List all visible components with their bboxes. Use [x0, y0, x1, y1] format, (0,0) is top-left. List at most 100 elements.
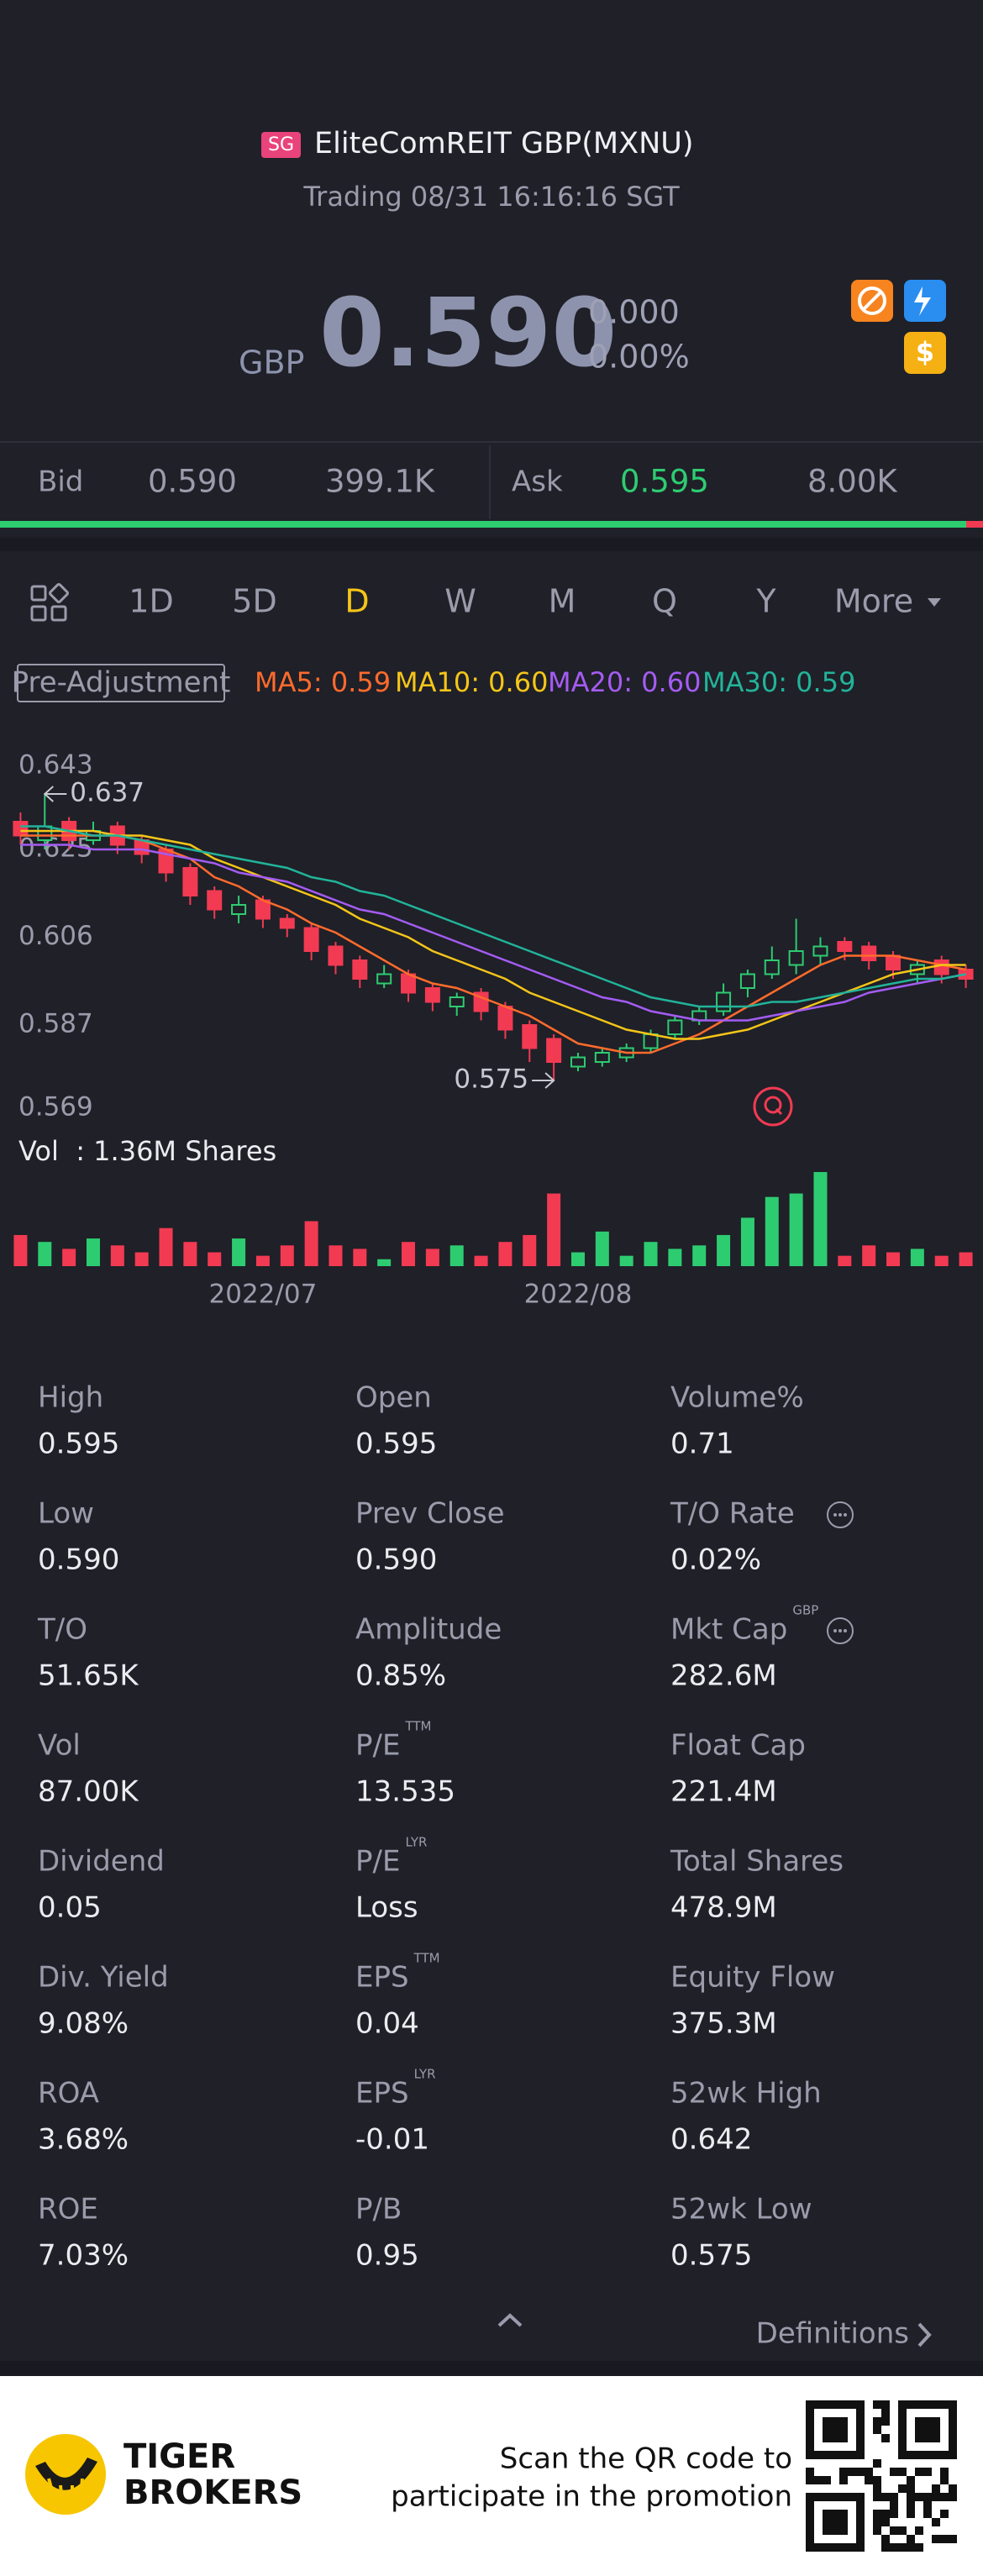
stat-label: T/O: [37, 1613, 87, 1647]
promo-text: Scan the QR code to: [500, 2442, 792, 2476]
stat-value: 0.575: [670, 2239, 752, 2273]
candle-body: [376, 973, 392, 985]
candle-body: [739, 973, 755, 989]
info-icon[interactable]: [827, 1501, 854, 1528]
period-tab[interactable]: 1D: [129, 583, 173, 620]
volume-bar: [329, 1245, 343, 1266]
info-icon[interactable]: [827, 1617, 854, 1644]
y-tick-label: 0.569: [18, 1092, 93, 1122]
stat-value: 478.9M: [670, 1891, 777, 1925]
brand-line: BROKERS: [124, 2473, 302, 2512]
qr-cell: [873, 2484, 881, 2493]
qr-cell: [907, 2543, 915, 2552]
layout-icon[interactable]: [30, 583, 69, 622]
qr-code: [806, 2400, 957, 2552]
icon-glyph: [30, 605, 47, 622]
qr-cell: [881, 2543, 890, 2552]
definitions-link[interactable]: Definitions: [756, 2317, 909, 2351]
stat-label: EPS: [355, 2077, 409, 2111]
bid-label: Bid: [38, 465, 83, 499]
stat-value: 3.68%: [38, 2123, 129, 2157]
qr-cell: [940, 2493, 949, 2501]
volume-bar: [353, 1249, 367, 1266]
market-badge: [261, 132, 301, 158]
period-tab[interactable]: More: [834, 583, 913, 620]
spacer: [0, 538, 983, 551]
dropdown-arrow: [928, 598, 941, 607]
qr-cell: [873, 2526, 881, 2535]
period-tab[interactable]: M: [549, 583, 576, 620]
candle-body: [861, 945, 877, 961]
change: 0.000: [588, 294, 680, 331]
x-tick-label: 2022/07: [209, 1280, 318, 1310]
candle-body: [716, 991, 732, 1012]
y-tick-label: 0.643: [18, 750, 93, 781]
stat-label: ROA: [38, 2077, 99, 2111]
stat-value: 0.595: [355, 1427, 437, 1461]
qr-cell: [856, 2468, 865, 2476]
volume-bar: [692, 1245, 707, 1266]
info-dot: [838, 1629, 842, 1632]
qr-cell: [915, 2543, 923, 2552]
volume-bar: [668, 1249, 682, 1266]
qr-cell: [932, 2535, 940, 2543]
qr-cell: [806, 2468, 814, 2476]
ma-line: [20, 844, 966, 1022]
period-tab[interactable]: Q: [652, 583, 677, 620]
price-chart: MA5: 0.59 MA10: 0.60 MA20: 0.60 MA30: 0.59 0…: [13, 666, 974, 1310]
adjustment-box[interactable]: [17, 664, 225, 702]
qr-cell: [881, 2493, 890, 2501]
candle-body: [473, 991, 489, 1012]
icon[interactable]: [904, 332, 946, 374]
stat-label: Total Shares: [670, 1845, 844, 1879]
volume-bar: [110, 1245, 124, 1266]
ma-legend: MA5: 0.59: [255, 666, 391, 698]
stat-label: EPS: [355, 1961, 409, 1995]
ma-legend: MA10: 0.60: [395, 666, 548, 698]
qr-cell: [890, 2510, 898, 2518]
stat-value: Loss: [355, 1891, 418, 1925]
stat-value: 87.00K: [38, 1775, 139, 1809]
stat-value: 0.85%: [355, 1659, 446, 1693]
volume-bar: [838, 1255, 852, 1266]
qr-cell: [907, 2510, 915, 2518]
period-tab[interactable]: W: [444, 583, 476, 620]
stat-label: High: [38, 1381, 103, 1415]
candle-body: [594, 1052, 610, 1063]
marker-glyph: [775, 1107, 783, 1116]
bid-ratio-bar: [0, 521, 966, 528]
marker-ring: [753, 1086, 793, 1127]
annotation-label: 0.575: [454, 1065, 528, 1095]
icon-glyph: [50, 605, 67, 622]
stat-value: 0.595: [38, 1427, 119, 1461]
volume-bar: [159, 1228, 173, 1266]
period-tab[interactable]: 5D: [232, 583, 276, 620]
stat-value: 0.590: [355, 1543, 437, 1577]
stat-value: 0.04: [355, 2007, 419, 2041]
volume-bar: [595, 1231, 609, 1266]
qr-cell: [848, 2468, 856, 2476]
qr-cell: [915, 2493, 923, 2501]
qr-cell: [806, 2476, 814, 2484]
volume-bar: [402, 1242, 416, 1266]
qr-cell: [898, 2484, 907, 2493]
q-marker: [753, 1086, 793, 1127]
qr-cell: [907, 2484, 915, 2493]
qr-cell: [932, 2493, 940, 2501]
collapse-arrow[interactable]: [497, 2313, 523, 2327]
stat-label: Prev Close: [355, 1497, 505, 1531]
qr-cell: [873, 2400, 881, 2409]
ask-size: 8.00K: [807, 464, 898, 500]
candle-body: [933, 959, 949, 975]
period-tab[interactable]: D: [344, 583, 369, 620]
y-tick-label: 0.625: [18, 833, 93, 864]
period-tab[interactable]: Y: [755, 583, 776, 620]
brand-line: TIGER: [124, 2437, 235, 2476]
qr-cell: [949, 2484, 957, 2493]
qr-cell: [839, 2476, 848, 2484]
qr-finder: [823, 2510, 848, 2535]
candle-body: [812, 945, 828, 957]
volume-bar: [304, 1221, 318, 1266]
currency: GBP: [239, 344, 304, 381]
